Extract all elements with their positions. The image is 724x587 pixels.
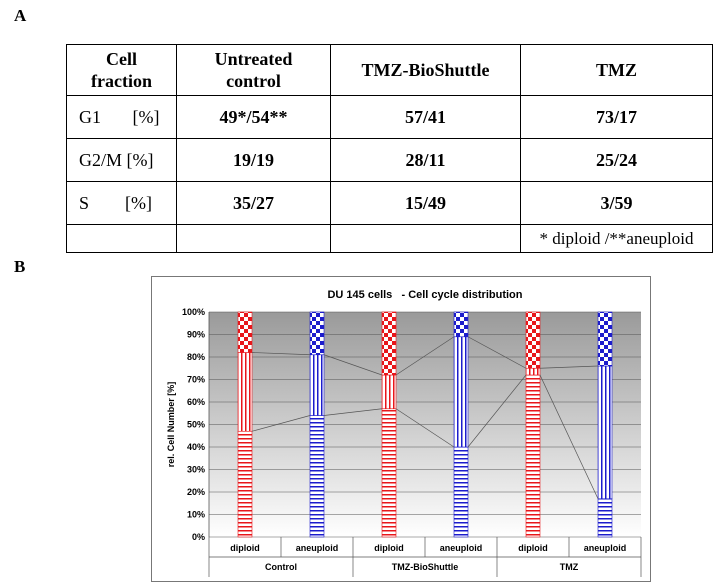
y-tick-label: 90% <box>187 330 205 340</box>
y-tick-label: 40% <box>187 442 205 452</box>
table-cell: 49*/54** <box>176 95 331 139</box>
row-label-s: S [%] <box>66 181 177 225</box>
cell-cycle-table: Cell fraction Untreated control TMZ-BioS… <box>66 44 713 253</box>
bar-segment-s <box>309 354 325 416</box>
y-tick-label: 20% <box>187 487 205 497</box>
table-cell: 28/11 <box>330 138 521 182</box>
bar-segment-g1 <box>381 408 397 538</box>
group-label: TMZ <box>560 562 579 572</box>
footnote: * diploid /**aneuploid <box>520 224 713 253</box>
table-cell: 73/17 <box>520 95 713 139</box>
chart-canvas: 0% 10% 20% 30% 40% 50% 60% 70% 80% 90% 100% DU 145 … <box>166 289 642 577</box>
group-label: TMZ-BioShuttle <box>392 562 459 572</box>
panel-a-label: A <box>14 6 27 25</box>
x-tick-label: aneuploid <box>584 543 627 553</box>
y-axis-label: rel. Cell Number [%] <box>166 382 176 468</box>
y-tick-label: 30% <box>187 465 205 475</box>
table-cell <box>176 224 331 253</box>
y-tick-label: 50% <box>187 420 205 430</box>
table-row: S [%] 35/27 15/49 3/59 <box>66 181 713 225</box>
bar-segment-s <box>381 374 397 410</box>
bar-segment-s <box>525 367 541 376</box>
series-line <box>251 415 311 432</box>
bar-segment-s <box>453 336 469 448</box>
table-cell: 3/59 <box>520 181 713 225</box>
table-cell: 25/24 <box>520 138 713 182</box>
bar-segment-g1 <box>525 374 541 538</box>
header-untreated-control: Untreated control <box>176 44 331 96</box>
table-header-row: Cell fraction Untreated control TMZ-BioS… <box>66 44 713 96</box>
x-tick-label: aneuploid <box>296 543 339 553</box>
bar-segment-g1 <box>453 446 469 538</box>
header-tmz-bioshuttle: TMZ-BioShuttle <box>330 44 521 96</box>
bar-segment-s <box>597 365 613 500</box>
table-row: G1 [%] 49*/54** 57/41 73/17 <box>66 95 713 139</box>
bar-segment-g2m <box>525 311 541 369</box>
header-tmz: TMZ <box>520 44 713 96</box>
table-cell: 57/41 <box>330 95 521 139</box>
y-tick-label: 80% <box>187 352 205 362</box>
table-footnote-row: * diploid /**aneuploid <box>66 224 713 253</box>
x-tick-label: diploid <box>518 543 548 553</box>
series-line <box>323 354 383 376</box>
series-line <box>323 408 383 416</box>
row-label-g1: G1 [%] <box>66 95 177 139</box>
bar-segment-s <box>237 352 253 432</box>
cell-cycle-chart: 0% 10% 20% 30% 40% 50% 60% 70% 80% 90% 100% DU 145 … <box>151 276 651 582</box>
bar-segment-g1 <box>597 498 613 538</box>
bar-segment-g2m <box>453 311 469 338</box>
x-tick-label: aneuploid <box>440 543 483 553</box>
bar-segment-g2m <box>237 311 253 353</box>
y-tick-label: 0% <box>192 532 205 542</box>
table-cell <box>66 224 177 253</box>
bar-segment-g1 <box>309 415 325 538</box>
chart-title: DU 145 cells - Cell cycle distribution <box>327 289 522 301</box>
series-line <box>467 336 527 369</box>
table-cell: 19/19 <box>176 138 331 182</box>
x-tick-label: diploid <box>230 543 260 553</box>
panel-b-label: B <box>14 257 26 276</box>
series-line <box>539 365 599 369</box>
header-cell-fraction: Cell fraction <box>66 44 177 96</box>
y-tick-label: 70% <box>187 375 205 385</box>
bar-segment-g2m <box>381 311 397 376</box>
table-cell: 15/49 <box>330 181 521 225</box>
bar-segment-g2m <box>597 311 613 367</box>
row-label-g2m: G2/M [%] <box>66 138 177 182</box>
series-line <box>395 408 455 448</box>
bar-segment-g2m <box>309 311 325 356</box>
series-line <box>251 352 311 356</box>
table-cell <box>330 224 521 253</box>
x-tick-label: diploid <box>374 543 404 553</box>
series-line <box>467 374 527 448</box>
series-line <box>539 374 599 499</box>
y-tick-label: 60% <box>187 397 205 407</box>
table-cell: 35/27 <box>176 181 331 225</box>
series-line <box>395 336 455 376</box>
y-tick-label: 10% <box>187 510 205 520</box>
bar-segment-g1 <box>237 430 253 538</box>
table-row: G2/M [%] 19/19 28/11 25/24 <box>66 138 713 182</box>
group-label: Control <box>265 562 297 572</box>
y-tick-label: 100% <box>182 307 205 317</box>
